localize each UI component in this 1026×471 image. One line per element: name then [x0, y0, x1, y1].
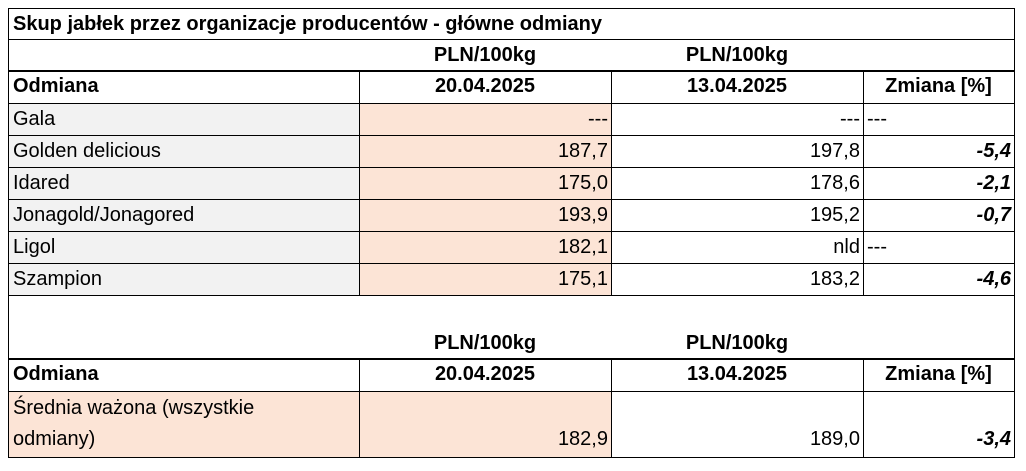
grid-line [863, 71, 864, 296]
grid-line [9, 70, 1014, 72]
header-date-current-2: 20.04.2025 [434, 363, 536, 385]
weighted-average-label-line1: Średnia ważona (wszystkie [13, 397, 255, 419]
grid-line [9, 135, 1014, 136]
current-price-cell: --- [359, 104, 611, 136]
grid-line [359, 71, 360, 296]
header-change: Zmiana [%] [885, 75, 992, 97]
variety-cell: Gala [9, 104, 359, 136]
change-cell: -4,6 [976, 268, 1011, 290]
header-variety: Odmiana [13, 75, 99, 97]
current-price-cell: 175,1 [359, 264, 611, 296]
unit-current-2: PLN/100kg [433, 332, 537, 354]
previous-price-cell: 195,2 [809, 204, 860, 226]
previous-price-cell: 183,2 [809, 268, 860, 290]
grid-line [611, 359, 612, 457]
unit-previous: PLN/100kg [685, 44, 789, 66]
grid-line [9, 167, 1014, 168]
header-change-2: Zmiana [%] [885, 363, 992, 385]
grid-line [9, 391, 1014, 392]
grid-line [9, 358, 1014, 360]
current-price-cell: 182,9 [359, 392, 611, 457]
grid-line [9, 231, 1014, 232]
grid-line [359, 359, 360, 457]
change-cell: -0,7 [976, 204, 1011, 226]
variety-cell: Jonagold/Jonagored [9, 200, 359, 232]
previous-price-cell: 189,0 [809, 428, 860, 450]
previous-price-cell: nld [833, 236, 860, 258]
unit-previous-2: PLN/100kg [685, 332, 789, 354]
current-price-cell: 182,1 [359, 232, 611, 264]
table-title: Skup jabłek przez organizacje producentó… [13, 13, 602, 35]
unit-current: PLN/100kg [433, 44, 537, 66]
variety-cell: Szampion [9, 264, 359, 296]
change-cell: -5,4 [976, 140, 1011, 162]
weighted-average-label: Średnia ważona (wszystkie odmiany) [9, 392, 359, 457]
current-price-cell: 187,7 [359, 136, 611, 168]
change-cell: --- [867, 108, 887, 130]
variety-cell: Ligol [9, 232, 359, 264]
current-price-cell: 193,9 [359, 200, 611, 232]
grid-line [863, 359, 864, 457]
change-cell: --- [867, 236, 887, 258]
grid-line [9, 39, 1014, 40]
header-date-previous-2: 13.04.2025 [686, 363, 788, 385]
grid-line [9, 295, 1014, 296]
grid-line [9, 103, 1014, 104]
header-variety-2: Odmiana [13, 363, 99, 385]
header-date-previous: 13.04.2025 [686, 75, 788, 97]
change-cell: -3,4 [976, 428, 1011, 450]
grid-line [9, 263, 1014, 264]
variety-cell: Idared [9, 168, 359, 200]
current-price-cell: 175,0 [359, 168, 611, 200]
weighted-average-label-line2: odmiany) [13, 428, 96, 450]
grid-line [9, 199, 1014, 200]
variety-cell: Golden delicious [9, 136, 359, 168]
previous-price-cell: --- [840, 108, 860, 130]
price-table-frame [8, 8, 1015, 458]
header-date-current: 20.04.2025 [434, 75, 536, 97]
previous-price-cell: 178,6 [809, 172, 860, 194]
previous-price-cell: 197,8 [809, 140, 860, 162]
grid-line [611, 71, 612, 296]
change-cell: -2,1 [976, 172, 1011, 194]
